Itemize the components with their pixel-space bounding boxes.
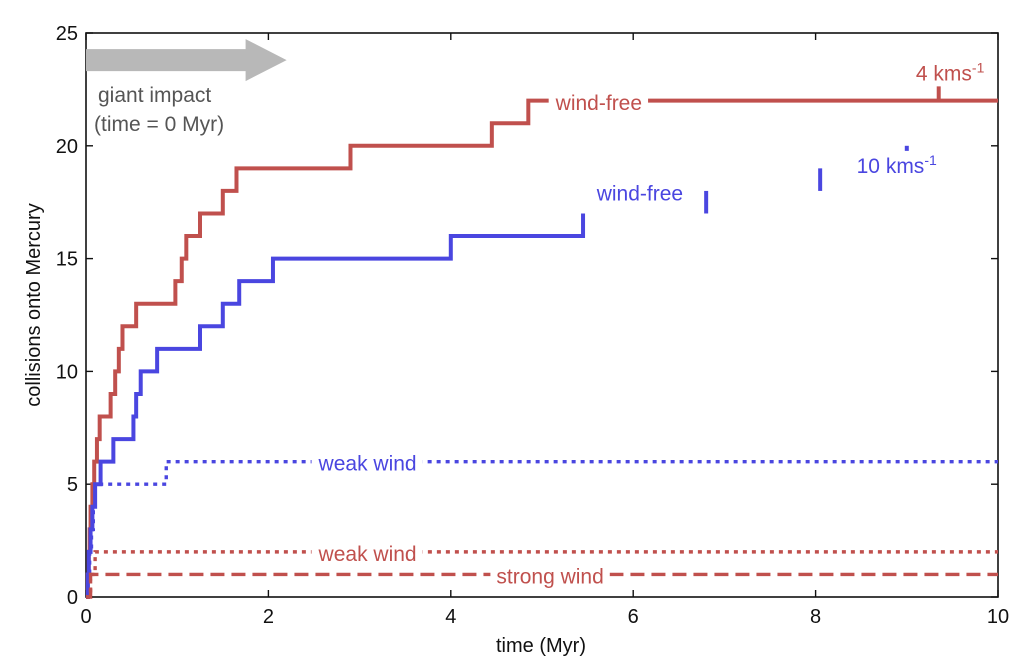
series-line-1: [85, 213, 586, 599]
y-tick-label: 20: [56, 136, 78, 158]
annotation-mask-red-strong-wind: [490, 564, 610, 590]
annotation-blue-wind-free: wind-free: [596, 182, 683, 205]
annotation-speed-10: 10 kms-1: [857, 152, 937, 178]
plot-frame: [85, 32, 999, 598]
series-line-2: [86, 459, 998, 599]
y-tick-label: 15: [56, 249, 78, 271]
giant-impact-label-line2: (time = 0 Myr): [94, 113, 224, 136]
x-tick-label: 10: [987, 606, 1009, 628]
x-tick-label: 0: [80, 606, 91, 628]
annotation-speed-10-superscript: -1: [924, 152, 937, 168]
annotation-mask-speed-4: [909, 58, 991, 87]
y-tick-label: 10: [56, 361, 78, 383]
annotation-speed-10-text: 10 kms: [857, 155, 925, 178]
x-tick-label: 4: [445, 606, 456, 628]
annotation-red-strong-wind: strong wind: [496, 565, 603, 588]
x-tick-label: 8: [810, 606, 821, 628]
x-tick-label: 6: [628, 606, 639, 628]
chart-overlay: time (Myr) collisions onto Mercury giant…: [23, 58, 991, 657]
annotation-red-strong-wind-text: strong wind: [496, 565, 603, 588]
annotation-speed-4: 4 kms-1: [916, 59, 985, 85]
y-tick-label: 0: [67, 587, 78, 609]
y-tick-label: 5: [67, 474, 78, 496]
giant-impact-label-line1: giant impact: [98, 84, 211, 107]
series-line-4: [86, 572, 998, 599]
annotation-mask-blue-wind-free: [589, 181, 690, 207]
x-axis-title: time (Myr): [496, 635, 586, 657]
annotation-red-weak-wind-text: weak wind: [318, 543, 417, 566]
x-tick-label: 2: [263, 606, 274, 628]
annotation-speed-4-text: 4 kms: [916, 62, 972, 85]
annotation-speed-4-superscript: -1: [972, 59, 985, 75]
chart-marks: 0 2 4 6 8 10 0 5 10 15 20 25: [56, 23, 1009, 628]
annotation-blue-wind-free-text: wind-free: [596, 182, 683, 205]
annotation-red-weak-wind: weak wind: [318, 543, 417, 566]
annotation-mask-speed-10: [850, 150, 943, 179]
y-axis-title: collisions onto Mercury: [23, 203, 45, 406]
annotation-red-wind-free-text: wind-free: [555, 92, 642, 115]
annotation-blue-weak-wind: weak wind: [318, 453, 417, 476]
y-tick-label: 25: [56, 23, 78, 45]
annotation-red-wind-free: wind-free: [555, 92, 642, 115]
annotation-mask-blue-weak-wind: [311, 451, 423, 477]
annotation-mask-red-weak-wind: [311, 541, 423, 567]
annotation-mask-red-wind-free: [548, 91, 649, 117]
annotation-blue-weak-wind-text: weak wind: [318, 453, 417, 476]
giant-impact-arrow-icon: [86, 39, 287, 82]
